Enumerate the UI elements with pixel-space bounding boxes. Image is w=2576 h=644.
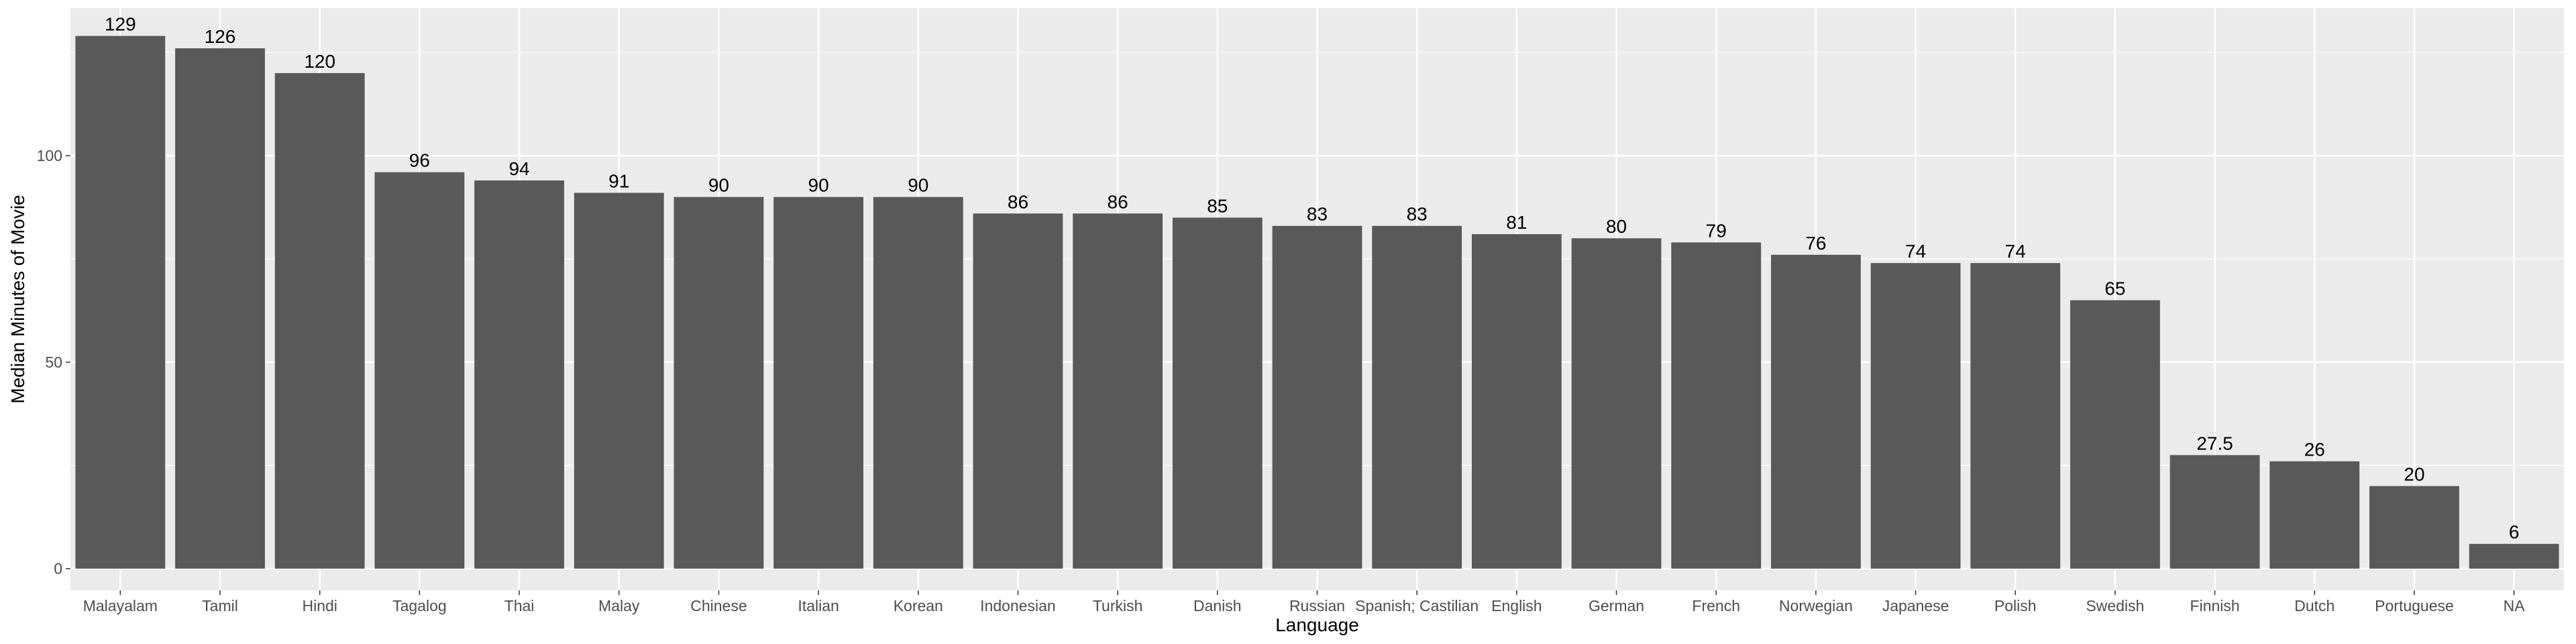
bar	[574, 193, 664, 569]
bar	[2169, 455, 2260, 569]
x-tick-label: Norwegian	[1779, 597, 1853, 614]
x-tick-label: French	[1692, 597, 1740, 614]
x-tick-label: Italian	[798, 597, 839, 614]
x-tick-label: Spanish; Castilian	[1355, 597, 1479, 614]
bar	[1870, 263, 1961, 569]
x-tick-label: Japanese	[1882, 597, 1949, 614]
x-tick-label: Tagalog	[392, 597, 447, 614]
data-label: 83	[1407, 204, 1428, 225]
x-tick-label: Korean	[894, 597, 943, 614]
bar	[1172, 217, 1263, 569]
bar	[1372, 225, 1462, 569]
data-label: 76	[1805, 233, 1826, 254]
data-label: 74	[1905, 241, 1926, 262]
bar	[1970, 263, 2061, 569]
data-label: 90	[708, 175, 729, 196]
bar	[1471, 234, 1562, 569]
data-label: 27.5	[2196, 433, 2233, 453]
data-label: 80	[1606, 216, 1627, 237]
y-tick-label: 50	[45, 354, 62, 371]
bar	[1571, 238, 1662, 569]
bar	[1272, 225, 1362, 569]
data-label: 20	[2404, 464, 2424, 485]
data-label: 74	[2005, 241, 2026, 262]
x-tick-label: Swedish	[2086, 597, 2144, 614]
bar	[1073, 213, 1163, 569]
data-label: 129	[105, 14, 136, 35]
data-label: 94	[508, 158, 529, 179]
x-tick-label: German	[1589, 597, 1644, 614]
y-tick-label: 100	[37, 147, 62, 164]
x-tick-label: Finnish	[2190, 597, 2240, 614]
y-axis-title: Median Minutes of Movie	[7, 195, 28, 403]
bar	[175, 48, 265, 569]
data-label: 26	[2304, 439, 2325, 460]
data-label: 79	[1706, 220, 1727, 241]
x-tick-label: Hindi	[302, 597, 337, 614]
data-labels: 129 126 120 96 94 91 90 90 90 86 86 85 83 83 81 80 79 76 7…	[105, 14, 2519, 543]
x-tick-label: Russian	[1289, 597, 1345, 614]
bar	[2469, 543, 2559, 569]
bar	[773, 197, 864, 569]
bar	[873, 197, 963, 569]
data-label: 65	[2104, 278, 2125, 299]
data-label: 91	[608, 170, 629, 191]
data-label: 120	[304, 51, 335, 72]
bar	[75, 36, 166, 569]
data-label: 90	[908, 175, 928, 196]
bar	[2269, 461, 2360, 569]
y-tick-label: 0	[54, 560, 62, 578]
x-tick-label: NA	[2504, 597, 2526, 614]
y-axis-ticks: 0 50 100	[37, 147, 70, 578]
bars	[75, 36, 2559, 569]
x-tick-label: Indonesian	[980, 597, 1056, 614]
x-tick-label: English	[1491, 597, 1542, 614]
x-tick-label: Thai	[504, 597, 535, 614]
bar	[973, 213, 1063, 569]
x-tick-label: Dutch	[2294, 597, 2334, 614]
bar	[1671, 242, 1762, 569]
data-label: 85	[1207, 195, 1228, 216]
data-label: 81	[1506, 212, 1527, 233]
bar	[374, 172, 465, 569]
x-tick-label: Danish	[1193, 597, 1242, 614]
x-tick-label: Polish	[1994, 597, 2037, 614]
data-label: 86	[1008, 191, 1028, 212]
x-tick-label: Turkish	[1093, 597, 1143, 614]
x-axis-title: Language	[1275, 614, 1359, 635]
data-label: 126	[205, 26, 236, 47]
bar	[674, 197, 764, 569]
x-tick-label: Tamil	[202, 597, 238, 614]
data-label: 83	[1307, 204, 1328, 225]
data-label: 6	[2509, 522, 2520, 543]
x-tick-label: Malayalam	[83, 597, 158, 614]
bar	[2369, 486, 2459, 569]
x-tick-label: Portuguese	[2375, 597, 2454, 614]
x-axis-ticks: Malayalam Tamil Hindi Tagalog Thai Malay Chine…	[83, 590, 2526, 614]
x-tick-label: Chinese	[690, 597, 747, 614]
bar	[474, 180, 564, 569]
bar	[2070, 300, 2160, 569]
x-tick-label: Malay	[598, 597, 640, 614]
data-label: 86	[1108, 191, 1128, 212]
data-label: 90	[808, 175, 829, 196]
data-label: 96	[409, 150, 430, 171]
bar	[1770, 254, 1861, 569]
bar	[274, 72, 365, 569]
